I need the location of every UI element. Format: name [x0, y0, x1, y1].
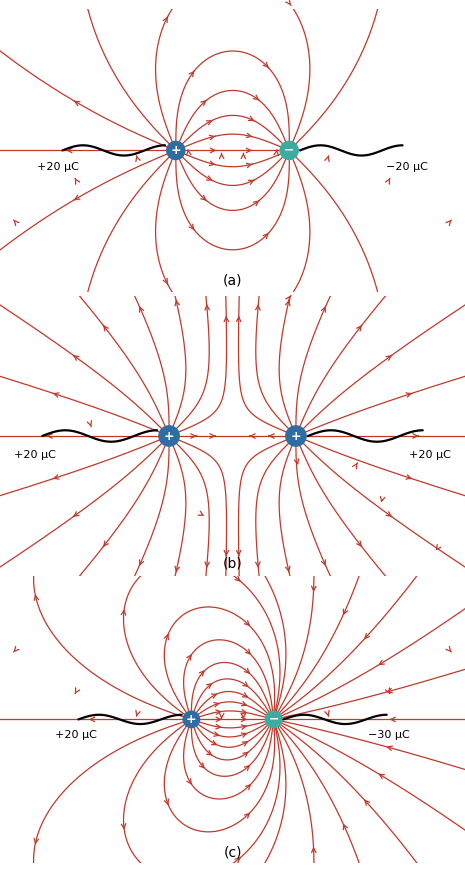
- Text: (c): (c): [223, 845, 242, 859]
- Text: (a): (a): [223, 274, 242, 288]
- Text: +20 μC: +20 μC: [55, 730, 97, 739]
- Circle shape: [167, 141, 185, 160]
- Text: +: +: [171, 144, 181, 157]
- Text: +: +: [164, 430, 174, 442]
- Text: +20 μC: +20 μC: [37, 162, 79, 173]
- Circle shape: [286, 426, 306, 446]
- Text: +20 μC: +20 μC: [13, 450, 56, 460]
- Text: −30 μC: −30 μC: [368, 730, 410, 739]
- Circle shape: [183, 712, 199, 727]
- Circle shape: [266, 712, 282, 727]
- Text: +20 μC: +20 μC: [409, 450, 452, 460]
- Text: −: −: [268, 713, 279, 726]
- Text: −: −: [284, 144, 294, 157]
- Text: +: +: [186, 713, 197, 726]
- Circle shape: [280, 141, 298, 160]
- Text: (b): (b): [223, 556, 242, 570]
- Text: −20 μC: −20 μC: [386, 162, 428, 173]
- Circle shape: [159, 426, 179, 446]
- Text: +: +: [291, 430, 301, 442]
